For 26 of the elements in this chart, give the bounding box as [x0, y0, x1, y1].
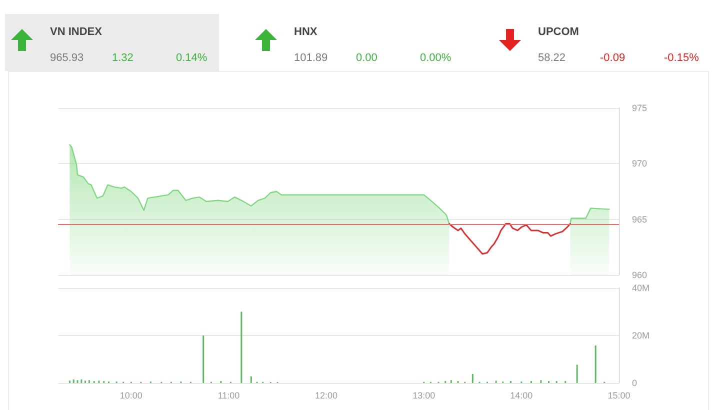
data-label: 1.32 — [112, 52, 134, 64]
x-tick-label: 13:00 — [412, 390, 436, 400]
data-label: -0.15% — [664, 52, 699, 64]
x-tick-label: 15:00 — [608, 390, 630, 400]
data-label: 0.14% — [176, 52, 208, 64]
y-tick-label: 40M — [632, 283, 650, 293]
text: VN INDEX — [50, 26, 102, 38]
y-tick-label: 975 — [632, 103, 648, 113]
y-tick-label: 970 — [632, 158, 648, 169]
y-tick-label: 0 — [632, 378, 638, 388]
data-label: 965.93 — [50, 52, 84, 64]
data-label: -0.09 — [600, 52, 626, 64]
text: HNX — [294, 26, 318, 38]
x-tick-label: 10:00 — [120, 390, 142, 400]
y-tick-label: 20M — [632, 330, 650, 340]
y-tick-label: 960 — [632, 270, 648, 280]
text: UPCOM — [538, 26, 579, 38]
data-label: 0.00% — [420, 52, 452, 64]
data-label: 0.00 — [356, 52, 378, 64]
y-tick-label: 965 — [632, 214, 648, 224]
x-tick-label: 12:00 — [315, 390, 338, 400]
data-label: 101.89 — [294, 52, 328, 64]
line-series — [448, 223, 571, 255]
x-tick-label: 14:00 — [510, 390, 533, 400]
data-label: 58.22 — [538, 52, 566, 64]
x-tick-label: 11:00 — [218, 390, 240, 400]
